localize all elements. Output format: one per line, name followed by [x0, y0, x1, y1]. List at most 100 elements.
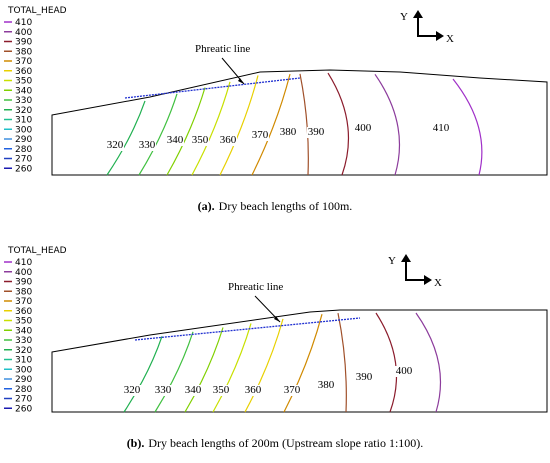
contour-line — [219, 75, 259, 176]
legend-label: 300 — [15, 125, 32, 135]
axis-y-label: Y — [400, 11, 408, 23]
legend-label: 260 — [15, 404, 32, 414]
legend-label: 290 — [15, 135, 32, 145]
caption-text: Dry beach lengths of 200m (Upstream slop… — [148, 436, 423, 450]
dam-outline — [51, 69, 548, 176]
legend-label: 320 — [15, 346, 32, 356]
legend-label: 400 — [15, 268, 32, 278]
contour-label-bg — [307, 127, 325, 138]
legend-label: 360 — [15, 67, 32, 77]
legend-label: 400 — [15, 28, 32, 38]
contour-label: 350 — [192, 134, 209, 146]
legend-label: 390 — [15, 38, 32, 48]
axis-icon — [417, 12, 440, 37]
legend-label: 380 — [15, 47, 32, 57]
panel: TOTAL_HEAD410400390380370360350340330320… — [4, 246, 548, 450]
phreatic-label: Phreatic line — [228, 281, 283, 293]
contour-line — [212, 323, 252, 413]
contour-line — [123, 336, 163, 413]
contour-label: 320 — [124, 384, 141, 396]
caption: (a). Dry beach lengths of 100m. — [198, 199, 353, 213]
dam-outline — [51, 309, 548, 413]
contour-label: 340 — [185, 384, 202, 396]
legend-label: 280 — [15, 385, 32, 395]
contour-line — [415, 312, 442, 413]
contour-label: 370 — [284, 384, 301, 396]
contour-label-bg — [395, 366, 413, 377]
legend-label: 340 — [15, 86, 32, 96]
contour-label: 360 — [245, 384, 262, 396]
contour-label-bg — [244, 385, 262, 396]
contour-label-bg — [432, 123, 450, 134]
contour-label-bg — [166, 135, 184, 146]
legend-label: 340 — [15, 326, 32, 336]
contour-label: 340 — [167, 134, 184, 146]
legend-label: 360 — [15, 307, 32, 317]
phreatic-line — [134, 317, 361, 341]
contour-line — [166, 87, 206, 176]
caption-label: (b). — [127, 436, 145, 450]
axis-x-label: X — [434, 277, 442, 289]
legend-label: 300 — [15, 365, 32, 375]
contour-line — [283, 314, 323, 413]
contour-label-bg — [354, 123, 372, 134]
contour-label: 360 — [220, 134, 237, 146]
contour-label: 400 — [355, 122, 372, 134]
contour-label: 330 — [139, 139, 156, 151]
legend-label: 310 — [15, 116, 32, 126]
contour-label-bg — [283, 385, 301, 396]
legend-label: 370 — [15, 297, 32, 307]
contour-label-bg — [154, 385, 172, 396]
legend-label: 280 — [15, 145, 32, 155]
axis-y-label: Y — [388, 255, 396, 267]
contour-label-bg — [123, 385, 141, 396]
contour-label: 400 — [396, 365, 413, 377]
legend-label: 350 — [15, 317, 32, 327]
legend-title: TOTAL_HEAD — [7, 246, 67, 256]
caption: (b). Dry beach lengths of 200m (Upstream … — [127, 436, 424, 450]
contour-label: 390 — [308, 126, 325, 138]
contour-label: 380 — [280, 126, 297, 138]
legend-label: 290 — [15, 375, 32, 385]
legend-label: 270 — [15, 395, 32, 405]
arrow-head — [238, 78, 244, 84]
legend-label: 410 — [15, 18, 32, 28]
axis-x-label: X — [446, 33, 454, 45]
contour-line — [106, 100, 146, 176]
contour-line — [452, 78, 483, 176]
contour-label-bg — [251, 130, 269, 141]
contour-label: 330 — [155, 384, 172, 396]
contour-label-bg — [355, 372, 373, 383]
caption-label: (a). — [198, 199, 215, 213]
legend-label: 270 — [15, 155, 32, 165]
legend-label: 380 — [15, 287, 32, 297]
legend-label: 310 — [15, 356, 32, 366]
legend-label: 410 — [15, 258, 32, 268]
panel: TOTAL_HEAD410400390380370360350340330320… — [4, 6, 548, 213]
contour-line — [191, 81, 231, 176]
contour-label-bg — [191, 135, 209, 146]
contour-label-bg — [106, 140, 124, 151]
contour-line — [299, 73, 309, 176]
legend-title: TOTAL_HEAD — [7, 6, 67, 16]
phreatic-label: Phreatic line — [195, 43, 250, 55]
contour-label: 370 — [252, 129, 269, 141]
legend-label: 330 — [15, 96, 32, 106]
axis-arrow — [401, 254, 432, 285]
legend-label: 320 — [15, 106, 32, 116]
legend-label: 390 — [15, 278, 32, 288]
contour-label-bg — [279, 127, 297, 138]
contour-label: 410 — [433, 122, 450, 134]
contour-line — [337, 313, 347, 413]
contour-label: 390 — [356, 371, 373, 383]
contour-line — [244, 318, 284, 413]
legend-label: 260 — [15, 164, 32, 174]
contour-label-bg — [184, 385, 202, 396]
contour-label-bg — [212, 385, 230, 396]
contour-label: 320 — [107, 139, 124, 151]
contour-line — [138, 93, 178, 176]
arrow-head — [274, 316, 280, 322]
phreatic-line — [124, 77, 301, 99]
legend-label: 370 — [15, 57, 32, 67]
